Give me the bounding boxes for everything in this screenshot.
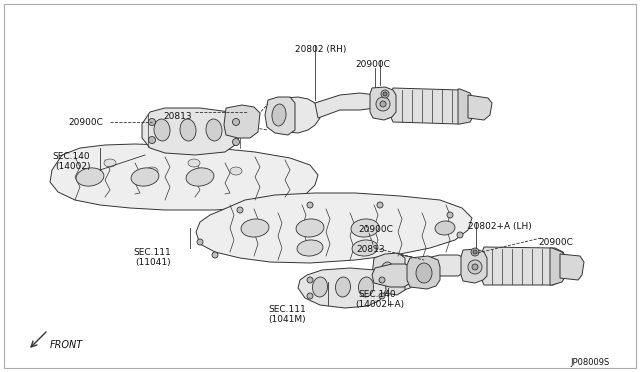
Text: 20900C: 20900C	[538, 238, 573, 247]
Circle shape	[197, 239, 203, 245]
Circle shape	[473, 250, 477, 254]
Ellipse shape	[186, 168, 214, 186]
Ellipse shape	[241, 219, 269, 237]
Circle shape	[468, 260, 482, 274]
Text: (14002): (14002)	[55, 162, 90, 171]
Polygon shape	[196, 193, 472, 263]
Ellipse shape	[352, 240, 378, 256]
Text: (1041M): (1041M)	[268, 315, 306, 324]
Ellipse shape	[104, 159, 116, 167]
Circle shape	[212, 252, 218, 258]
Polygon shape	[468, 95, 492, 120]
Polygon shape	[407, 256, 440, 289]
Polygon shape	[50, 144, 318, 210]
Polygon shape	[315, 93, 375, 118]
Circle shape	[148, 137, 156, 144]
Circle shape	[379, 293, 385, 299]
Text: 20900C: 20900C	[358, 225, 393, 234]
Polygon shape	[298, 268, 386, 308]
Ellipse shape	[296, 219, 324, 237]
Circle shape	[232, 119, 239, 125]
Ellipse shape	[188, 159, 200, 167]
Ellipse shape	[297, 240, 323, 256]
Ellipse shape	[335, 277, 351, 297]
Polygon shape	[370, 87, 396, 120]
Ellipse shape	[154, 119, 170, 141]
Text: SEC.111: SEC.111	[133, 248, 171, 257]
Text: 20802 (RH): 20802 (RH)	[295, 45, 346, 54]
Ellipse shape	[131, 168, 159, 186]
Ellipse shape	[230, 167, 242, 175]
Circle shape	[383, 92, 387, 96]
Circle shape	[307, 277, 313, 283]
Polygon shape	[461, 249, 487, 283]
Text: 20900C: 20900C	[68, 118, 103, 127]
Polygon shape	[550, 248, 566, 285]
Text: SEC.140: SEC.140	[52, 152, 90, 161]
Ellipse shape	[206, 119, 222, 141]
Text: (14002+A): (14002+A)	[355, 300, 404, 309]
Polygon shape	[390, 88, 472, 124]
Circle shape	[379, 277, 385, 283]
Text: 20802+A (LH): 20802+A (LH)	[468, 222, 532, 231]
Ellipse shape	[180, 119, 196, 141]
Text: 20813: 20813	[356, 245, 385, 254]
Circle shape	[307, 293, 313, 299]
Polygon shape	[265, 97, 295, 135]
Polygon shape	[481, 247, 566, 285]
Text: FRONT: FRONT	[50, 340, 83, 350]
Circle shape	[471, 248, 479, 256]
Text: SEC.140: SEC.140	[358, 290, 396, 299]
Text: 20813: 20813	[163, 112, 191, 121]
Ellipse shape	[380, 262, 394, 284]
Polygon shape	[418, 255, 465, 276]
Polygon shape	[272, 97, 320, 133]
Ellipse shape	[435, 221, 455, 235]
Ellipse shape	[312, 277, 328, 297]
Ellipse shape	[351, 219, 379, 237]
Polygon shape	[375, 255, 420, 292]
Polygon shape	[224, 105, 260, 138]
Circle shape	[376, 97, 390, 111]
Text: (11041): (11041)	[135, 258, 171, 267]
Text: JP08009S: JP08009S	[570, 358, 609, 367]
Ellipse shape	[272, 104, 286, 126]
Circle shape	[377, 202, 383, 208]
Circle shape	[232, 138, 239, 145]
Circle shape	[447, 212, 453, 218]
Polygon shape	[142, 108, 240, 155]
Circle shape	[381, 90, 389, 98]
Polygon shape	[560, 254, 584, 280]
Polygon shape	[372, 264, 413, 287]
Ellipse shape	[146, 167, 158, 175]
Circle shape	[380, 101, 386, 107]
Circle shape	[472, 264, 478, 270]
Ellipse shape	[76, 168, 104, 186]
Polygon shape	[372, 253, 405, 295]
Circle shape	[457, 232, 463, 238]
Ellipse shape	[416, 263, 432, 283]
Text: 20900C: 20900C	[355, 60, 390, 69]
Circle shape	[237, 207, 243, 213]
Circle shape	[148, 119, 156, 125]
Polygon shape	[458, 89, 474, 124]
Circle shape	[307, 202, 313, 208]
Text: SEC.111: SEC.111	[268, 305, 306, 314]
Ellipse shape	[358, 277, 374, 297]
